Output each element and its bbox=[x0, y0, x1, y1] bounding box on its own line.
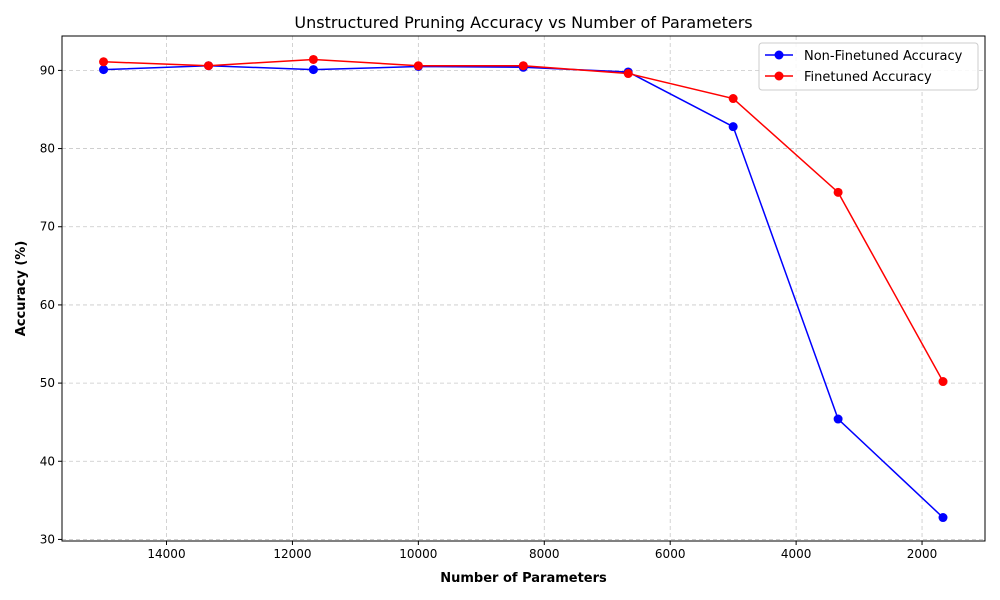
data-point-finetuned-accuracy bbox=[518, 61, 528, 71]
data-point-non-finetuned-accuracy bbox=[833, 414, 843, 424]
x-tick-label: 10000 bbox=[399, 547, 437, 561]
legend-marker-finetuned bbox=[774, 71, 784, 81]
x-tick-label: 2000 bbox=[907, 547, 938, 561]
data-point-non-finetuned-accuracy bbox=[728, 122, 738, 132]
data-point-finetuned-accuracy bbox=[938, 377, 948, 387]
legend-box bbox=[758, 42, 979, 91]
legend: Non-Finetuned Accuracy Finetuned Accurac… bbox=[758, 42, 979, 91]
data-point-finetuned-accuracy bbox=[833, 187, 843, 197]
y-tick-label: 70 bbox=[40, 220, 55, 234]
data-point-finetuned-accuracy bbox=[308, 54, 318, 64]
data-point-non-finetuned-accuracy bbox=[938, 513, 948, 523]
y-tick-label: 40 bbox=[40, 454, 55, 468]
series-layer bbox=[99, 54, 948, 523]
y-tick-label: 60 bbox=[40, 298, 55, 312]
x-tick-label: 6000 bbox=[655, 547, 686, 561]
x-axis-label: Number of Parameters bbox=[440, 571, 607, 586]
data-point-finetuned-accuracy bbox=[623, 69, 633, 79]
grid bbox=[62, 36, 985, 541]
data-point-non-finetuned-accuracy bbox=[99, 65, 109, 75]
x-tick-label: 14000 bbox=[147, 547, 185, 561]
legend-marker-non-finetuned bbox=[774, 50, 784, 60]
data-point-non-finetuned-accuracy bbox=[308, 65, 318, 75]
chart-title: Unstructured Pruning Accuracy vs Number … bbox=[294, 13, 752, 32]
y-tick-label: 80 bbox=[40, 142, 55, 156]
x-tick-label: 4000 bbox=[781, 547, 812, 561]
plot-frame bbox=[61, 35, 986, 542]
x-tick-label: 12000 bbox=[273, 547, 311, 561]
legend-label-finetuned: Finetuned Accuracy bbox=[804, 70, 932, 85]
data-point-finetuned-accuracy bbox=[204, 61, 214, 71]
y-axis-label: Accuracy (%) bbox=[14, 241, 29, 337]
data-point-finetuned-accuracy bbox=[413, 61, 423, 71]
x-tick-label: 8000 bbox=[529, 547, 560, 561]
data-point-finetuned-accuracy bbox=[99, 57, 109, 67]
data-point-finetuned-accuracy bbox=[728, 94, 738, 104]
y-tick-label: 90 bbox=[40, 63, 55, 77]
y-tick-label: 30 bbox=[40, 532, 55, 546]
y-axis-ticks: 30 40 50 60 70 80 90 bbox=[40, 63, 62, 546]
x-axis-ticks: 14000 12000 10000 8000 6000 4000 2000 bbox=[147, 541, 937, 561]
y-tick-label: 50 bbox=[40, 376, 55, 390]
legend-label-non-finetuned: Non-Finetuned Accuracy bbox=[804, 49, 963, 64]
